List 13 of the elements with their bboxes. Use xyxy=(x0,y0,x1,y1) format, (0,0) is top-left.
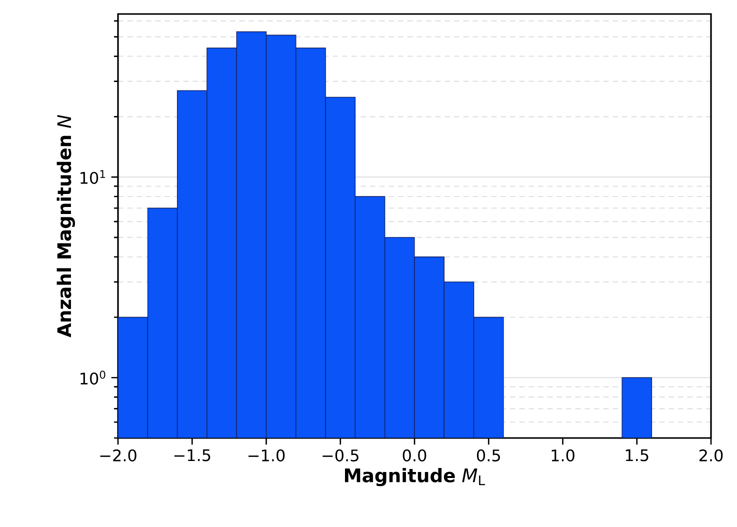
x-tick-label: 1.5 xyxy=(626,449,648,462)
y-tick-label: 10$^{1}$ xyxy=(80,170,105,184)
y-axis-title: Anzahl Magnituden N xyxy=(56,114,75,338)
x-axis-title: Magnitude M$_{L}$ xyxy=(344,468,485,486)
y-tick-label: 10$^{0}$ xyxy=(80,370,106,385)
x-tick-label: −1.5 xyxy=(174,449,210,462)
x-tick-label: −0.5 xyxy=(322,449,358,462)
x-tick-label: 0.0 xyxy=(402,449,426,462)
x-tick-label: −1.0 xyxy=(248,449,285,462)
x-tick-label: −2.0 xyxy=(100,449,136,462)
x-tick-label: 0.5 xyxy=(476,449,500,462)
x-tick-label: 1.0 xyxy=(552,449,574,462)
x-tick-label: 2.0 xyxy=(699,449,723,462)
